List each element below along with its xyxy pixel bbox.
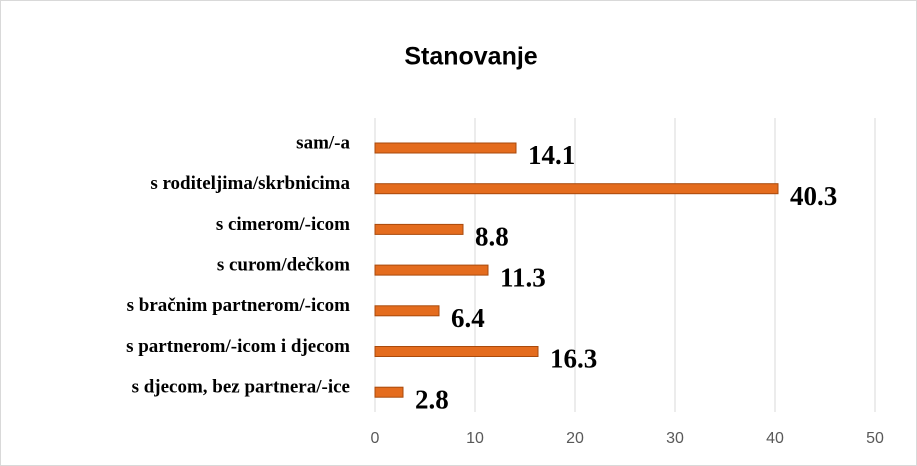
bar: [374, 305, 440, 317]
bar: [374, 386, 404, 398]
y-tick-label: s djecom, bez partnera/-ice: [132, 377, 350, 398]
y-tick-label: s roditeljima/skrbnicima: [150, 173, 350, 194]
value-label: 14.1: [528, 140, 575, 170]
bar: [374, 264, 489, 276]
x-tick-label: 10: [466, 430, 484, 447]
value-label: 40.3: [790, 181, 837, 211]
x-tick-label: 50: [866, 430, 884, 447]
y-tick-label: s bračnim partnerom/-icom: [127, 295, 351, 316]
x-tick-label: 40: [766, 430, 784, 447]
value-label: 2.8: [415, 384, 449, 414]
value-label: 16.3: [550, 344, 597, 374]
y-tick-label: s partnerom/-icom i djecom: [126, 336, 350, 357]
y-tick-label: s cimerom/-icom: [216, 214, 350, 235]
x-tick-label: 30: [666, 430, 684, 447]
value-label: 6.4: [451, 303, 485, 333]
bar: [374, 183, 779, 195]
chart-title: Stanovanje: [404, 43, 537, 71]
y-tick-label: s curom/dečkom: [217, 254, 350, 275]
x-tick-label: 0: [371, 430, 380, 447]
bar: [374, 346, 539, 357]
bar: [374, 142, 517, 154]
x-tick-label: 20: [566, 430, 584, 447]
value-label: 8.8: [475, 222, 509, 252]
bar: [374, 223, 464, 235]
y-tick-label: sam/-a: [296, 132, 350, 153]
value-label: 11.3: [500, 262, 546, 292]
